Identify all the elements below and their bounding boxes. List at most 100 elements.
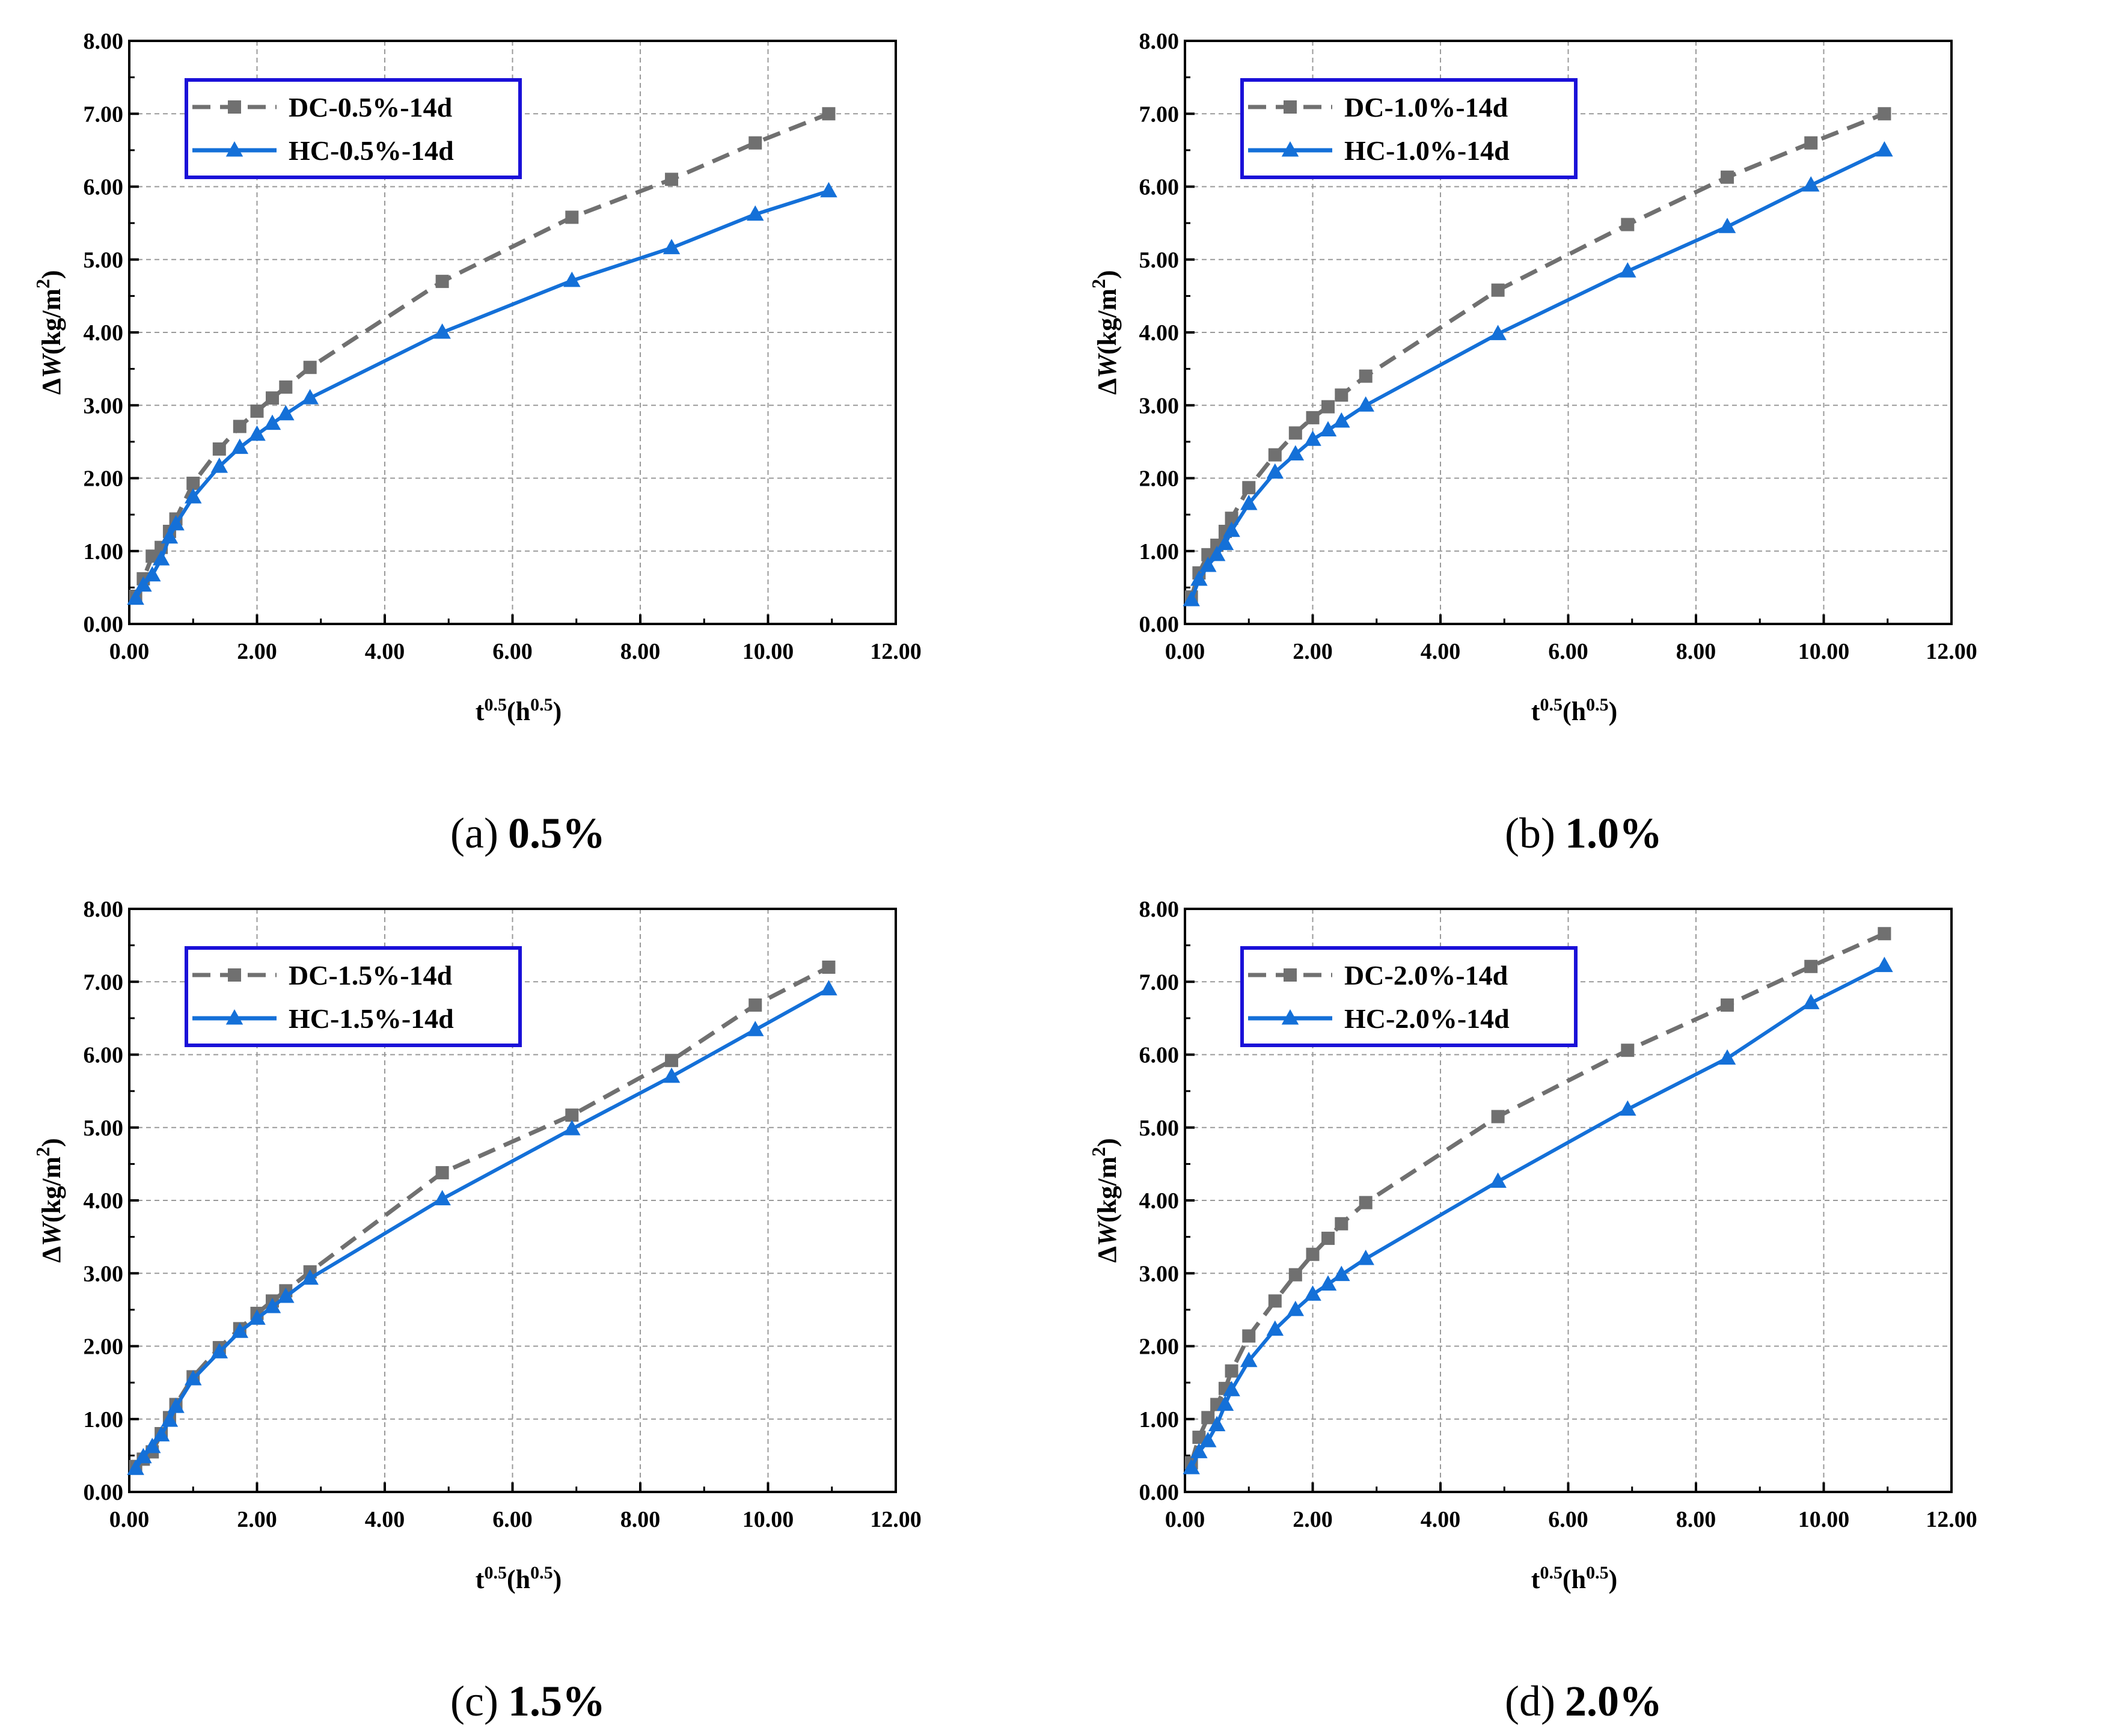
data-point [747,205,764,221]
data-point [1319,1275,1337,1291]
y-axis-title: ΔW(kg/m2) [32,270,66,394]
data-point [1208,545,1226,561]
data-point [301,1269,319,1285]
data-point [1304,430,1321,446]
x-tick-label: 10.00 [742,639,794,664]
series-line [1189,148,1885,601]
data-point [1876,956,1893,973]
series-DC-0.5%-14d [129,107,836,603]
legend: DC-1.0%-14d HC-1.0%-14d [1240,78,1578,179]
data-point [1333,1265,1350,1282]
x-tick-label: 8.00 [620,1507,661,1532]
data-point [161,1411,179,1427]
x-axis-title: t0.5(h0.5) [1531,695,1617,726]
data-point [1183,590,1200,607]
data-point [1335,1217,1348,1230]
legend-label: HC-1.0%-14d [1344,135,1510,166]
legend-box [185,946,522,1047]
chart-panel-a: 0.00 2.00 4.00 6.00 8.00 10.00 12.00 0.00 1.00 2.… [0,0,1056,868]
legend-label: HC-0.5%-14d [289,135,454,166]
legend-label: DC-0.5%-14d [289,92,453,123]
legend: DC-0.5%-14d HC-0.5%-14d [185,78,522,179]
y-tick-label: 0.00 [1139,1480,1180,1505]
data-point [1489,1172,1507,1188]
x-tick-label: 4.00 [1421,639,1461,664]
y-axis-title: ΔW(kg/m2) [1088,1138,1122,1262]
chart-svg-b: 0.00 2.00 4.00 6.00 8.00 10.00 12.00 0.00 1.00 2.… [1088,29,1977,857]
data-point [565,1108,579,1122]
legend-box [1240,946,1578,1047]
data-point [1333,412,1350,428]
legend-label: HC-1.5%-14d [289,1003,454,1034]
data-point [1319,421,1337,436]
y-tick-label: 7.00 [84,102,124,127]
data-point [435,1166,449,1179]
data-point [665,1054,679,1068]
legend-label: DC-2.0%-14d [1344,960,1508,991]
data-point [210,457,228,473]
data-point [1878,927,1891,941]
data-point [144,566,161,582]
panel-caption: (b) 1.0% [1505,809,1662,857]
data-point [185,488,202,504]
caption-value: 0.5% [508,809,605,857]
data-point [1718,218,1736,233]
data-point [277,1288,295,1303]
x-axis-title: t0.5(h0.5) [476,1563,562,1594]
y-tick-label: 8.00 [84,29,124,54]
y-tick-label: 1.00 [84,1407,124,1432]
data-point [263,1298,281,1313]
y-tick-label: 5.00 [84,1116,124,1141]
data-point [1240,494,1258,510]
y-tick-label: 7.00 [1139,102,1180,127]
data-point [1804,959,1818,973]
y-tick-label: 8.00 [84,897,124,922]
data-point [144,1437,161,1453]
data-point [1223,521,1240,537]
data-point [277,405,295,421]
data-point [231,438,249,454]
legend-marker [225,1009,243,1025]
data-point [1199,1432,1217,1447]
x-tick-label: 4.00 [365,1507,405,1532]
y-tick-label: 2.00 [84,1334,124,1360]
data-point [1192,1431,1206,1444]
y-tick-label: 0.00 [84,612,124,637]
x-tick-label: 12.00 [870,639,922,664]
x-tick-label: 8.00 [1676,1507,1716,1532]
data-point [1718,1049,1736,1065]
legend-marker [1284,100,1297,114]
data-point [1804,136,1818,150]
data-point [1491,283,1505,297]
y-tick-label: 2.00 [84,466,124,492]
x-tick-label: 10.00 [1798,639,1850,664]
caption-label: (b) [1505,809,1555,857]
data-point [563,1120,581,1135]
panel-caption: (c) 1.5% [450,1677,605,1725]
data-point [1208,1416,1226,1431]
x-tick-label: 12.00 [1926,1507,1977,1532]
data-point [231,1322,249,1338]
data-point [1288,1268,1302,1282]
x-tick-label: 2.00 [1293,1507,1333,1532]
data-point [1306,1247,1320,1261]
series-line [133,111,830,598]
y-tick-label: 6.00 [1139,175,1180,200]
series-line [134,189,830,600]
data-point [1876,141,1893,157]
y-tick-label: 1.00 [84,539,124,564]
legend-marker [1284,968,1297,982]
caption-value: 1.0% [1565,809,1662,857]
y-tick-label: 4.00 [84,320,124,346]
legend-marker [228,100,241,114]
data-point [248,425,266,441]
y-tick-label: 8.00 [1139,897,1180,922]
y-tick-label: 2.00 [1139,466,1180,492]
y-tick-label: 4.00 [84,1188,124,1214]
y-axis-title: ΔW(kg/m2) [1088,270,1122,394]
data-point [266,391,279,405]
data-point [822,961,836,974]
data-point [301,389,319,405]
data-point [1240,1351,1258,1368]
x-tick-label: 0.00 [109,639,150,664]
